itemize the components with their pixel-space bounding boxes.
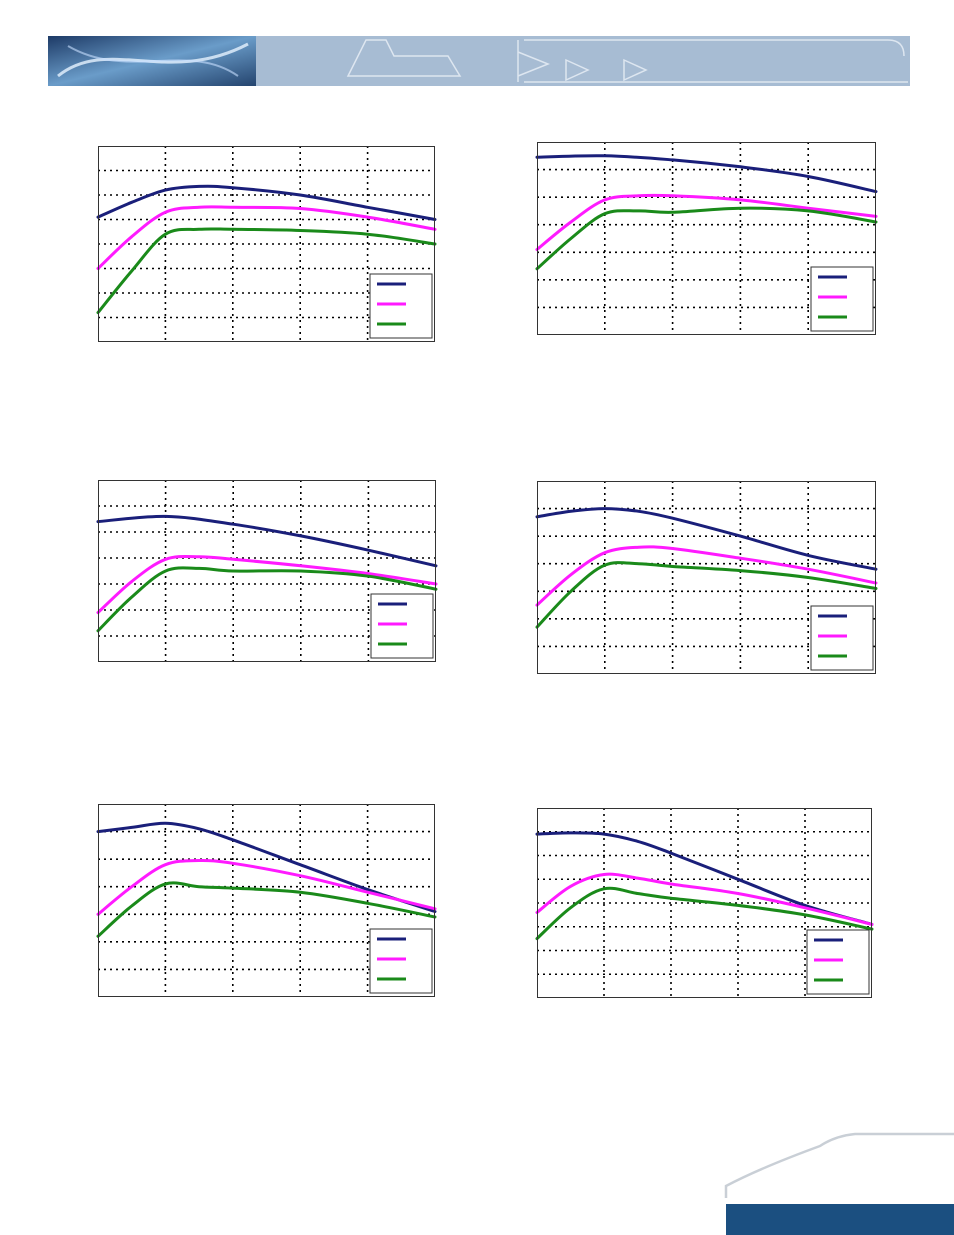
series-line-3: [96, 566, 438, 633]
series-line-1: [535, 831, 874, 926]
chart-6-panel: [535, 808, 874, 998]
chart-5-panel: [96, 804, 437, 997]
series-line-1: [96, 821, 437, 913]
banner-outline-shapes: [346, 39, 908, 83]
footer-swoosh: [724, 1132, 954, 1198]
series-line-1: [96, 514, 438, 568]
series-line-2: [535, 193, 878, 251]
plot-border: [98, 804, 435, 997]
banner-light-streak-2: [67, 45, 239, 77]
chart-1: [96, 146, 437, 342]
series-line-2: [535, 545, 878, 607]
series-line-3: [535, 561, 878, 629]
plot-border: [537, 808, 872, 998]
plot-border: [98, 480, 436, 662]
legend: [369, 273, 433, 339]
chart-2: [535, 142, 878, 335]
chart-4: [535, 481, 878, 674]
series-line-3: [535, 886, 874, 941]
footer-logo: [724, 1132, 954, 1235]
chart-3: [96, 480, 438, 662]
chart-1-panel: [96, 146, 437, 342]
legend: [810, 266, 874, 332]
plot-border: [537, 481, 876, 674]
series-line-2: [96, 205, 437, 270]
legend: [806, 929, 870, 995]
series-line-2: [96, 554, 438, 615]
chart-2-panel: [535, 142, 878, 335]
chart-4-panel: [535, 481, 878, 674]
chart-3-panel: [96, 480, 438, 662]
series-line-1: [535, 507, 878, 571]
legend: [369, 928, 433, 994]
series-line-3: [96, 227, 437, 315]
chart-6: [535, 808, 874, 998]
series-line-3: [96, 881, 437, 938]
series-line-1: [96, 184, 437, 221]
footer-bar: [726, 1204, 954, 1235]
series-line-2: [96, 858, 437, 916]
plot-border: [537, 142, 876, 335]
series-line-2: [535, 872, 874, 926]
header-banner: [48, 36, 910, 86]
legend: [370, 593, 434, 659]
series-line-1: [535, 154, 878, 194]
series-line-3: [535, 206, 878, 271]
chart-5: [96, 804, 437, 997]
legend: [810, 605, 874, 671]
plot-border: [98, 146, 435, 342]
